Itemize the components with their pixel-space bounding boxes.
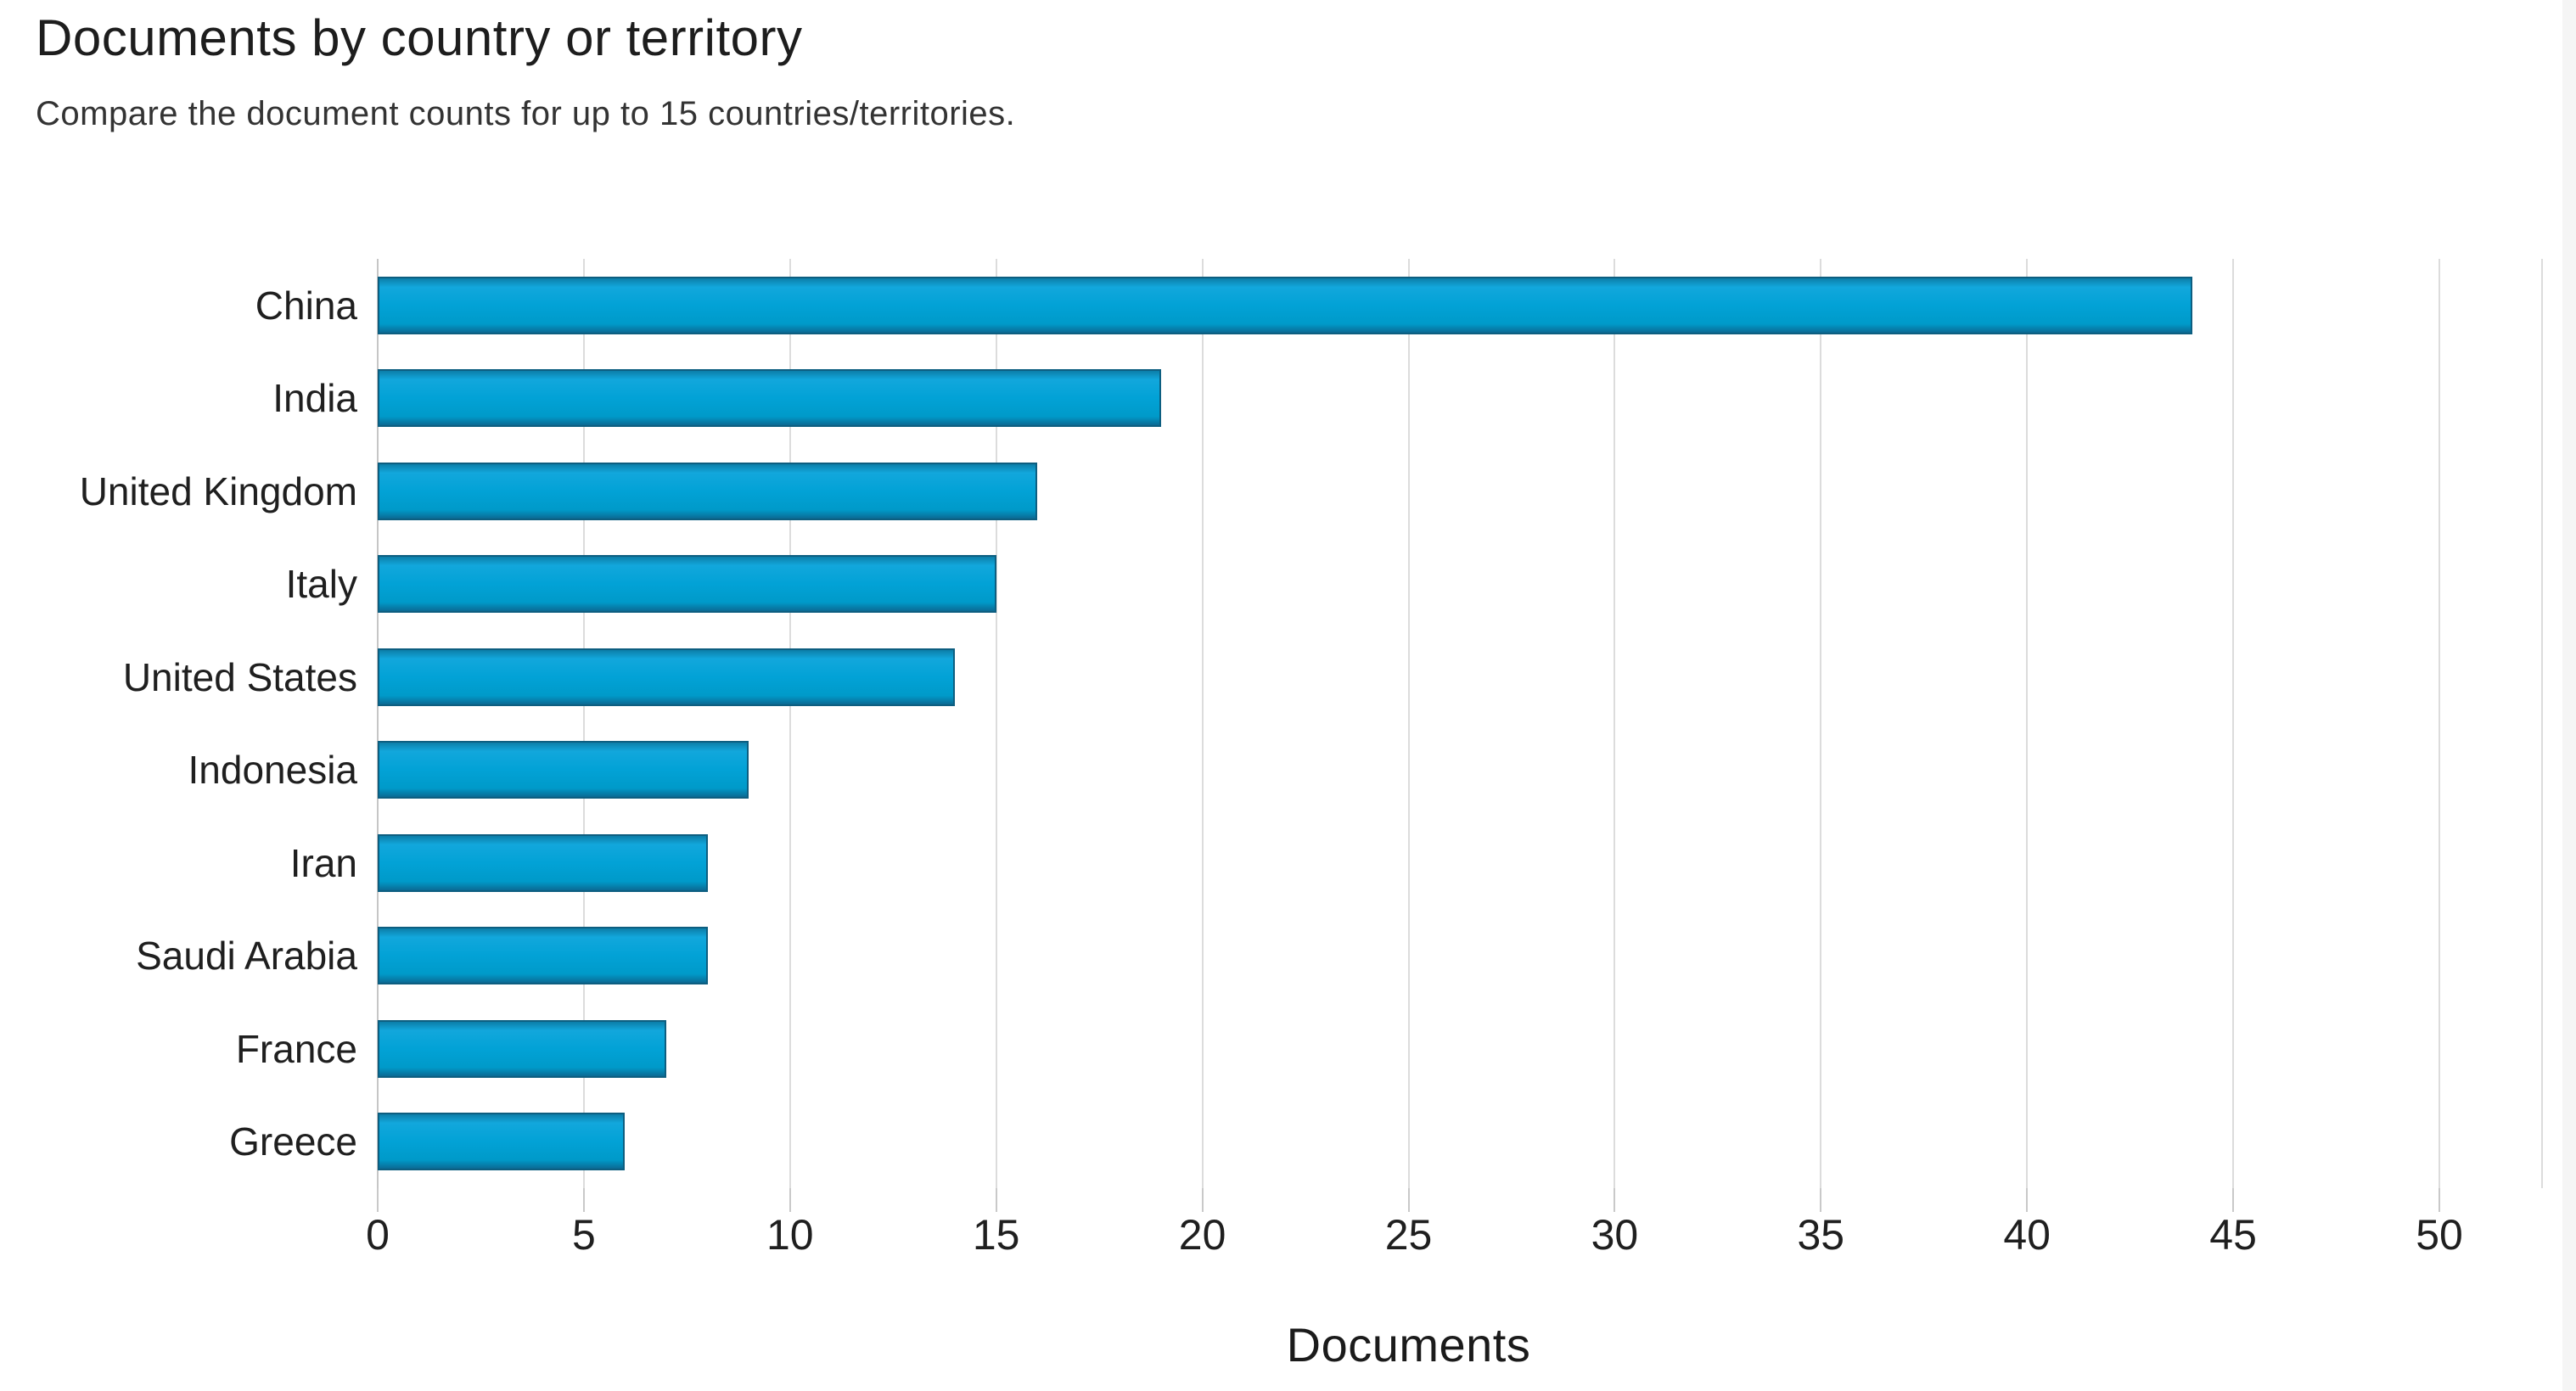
gridline-x-30: [1614, 259, 1616, 1188]
scrollbar-track[interactable]: [2562, 0, 2576, 1391]
category-label-india: India: [272, 376, 357, 421]
x-tick-label-20: 20: [1178, 1211, 1226, 1259]
category-label-greece: Greece: [229, 1119, 357, 1164]
x-tick-label-10: 10: [766, 1211, 814, 1259]
gridline-x-25: [1407, 259, 1410, 1188]
gridline-x-45: [2232, 259, 2235, 1188]
x-tick-label-25: 25: [1384, 1211, 1433, 1259]
page-title: Documents by country or territory: [36, 9, 803, 66]
x-tick-mark-10: [789, 1188, 791, 1212]
gridline-x-40: [2026, 259, 2029, 1188]
x-tick-mark-35: [1820, 1188, 1822, 1212]
page-subtitle: Compare the document counts for up to 15…: [36, 95, 1016, 132]
gridline-x-20: [1201, 259, 1204, 1188]
gridline-x-35: [1820, 259, 1822, 1188]
bar-france[interactable]: [378, 1019, 666, 1078]
category-label-italy: Italy: [285, 562, 357, 607]
gridline-x-5: [582, 259, 585, 1188]
x-tick-label-40: 40: [2003, 1211, 2051, 1259]
gridline-x-10: [789, 259, 791, 1188]
x-tick-mark-15: [995, 1188, 997, 1212]
bar-china[interactable]: [378, 276, 2192, 334]
category-label-china: China: [255, 283, 357, 328]
y-axis-line: [377, 259, 379, 1188]
x-tick-label-35: 35: [1797, 1211, 1845, 1259]
x-tick-mark-0: [377, 1188, 379, 1212]
plot-right-boundary: [2541, 259, 2543, 1188]
bar-united-kingdom[interactable]: [378, 462, 1037, 520]
category-label-united-states: United States: [122, 654, 357, 699]
gridline-x-50: [2439, 259, 2440, 1188]
category-label-indonesia: Indonesia: [188, 748, 358, 793]
x-axis-title: Documents: [1286, 1318, 1531, 1371]
bar-united-states[interactable]: [378, 648, 955, 706]
x-tick-label-45: 45: [2209, 1211, 2257, 1259]
category-label-iran: Iran: [289, 840, 357, 885]
x-tick-label-30: 30: [1591, 1211, 1639, 1259]
category-label-saudi-arabia: Saudi Arabia: [136, 934, 357, 979]
bar-indonesia[interactable]: [378, 741, 749, 799]
x-tick-label-5: 5: [571, 1211, 596, 1259]
x-tick-mark-30: [1614, 1188, 1616, 1212]
x-tick-mark-45: [2232, 1188, 2235, 1212]
x-tick-mark-20: [1201, 1188, 1204, 1212]
x-tick-label-15: 15: [972, 1211, 1020, 1259]
bar-italy[interactable]: [378, 555, 996, 614]
x-tick-mark-50: [2439, 1188, 2440, 1212]
x-tick-label-0: 0: [366, 1211, 390, 1259]
bar-india[interactable]: [378, 369, 1161, 428]
bar-iran[interactable]: [378, 833, 708, 892]
x-tick-mark-25: [1407, 1188, 1410, 1212]
x-tick-mark-5: [582, 1188, 585, 1212]
category-label-france: France: [235, 1026, 357, 1071]
x-tick-mark-40: [2026, 1188, 2029, 1212]
x-tick-label-50: 50: [2416, 1211, 2463, 1259]
gridline-x-15: [995, 259, 997, 1188]
category-label-united-kingdom: United Kingdom: [79, 468, 357, 513]
bar-greece[interactable]: [378, 1113, 625, 1171]
bar-saudi-arabia[interactable]: [378, 927, 708, 985]
